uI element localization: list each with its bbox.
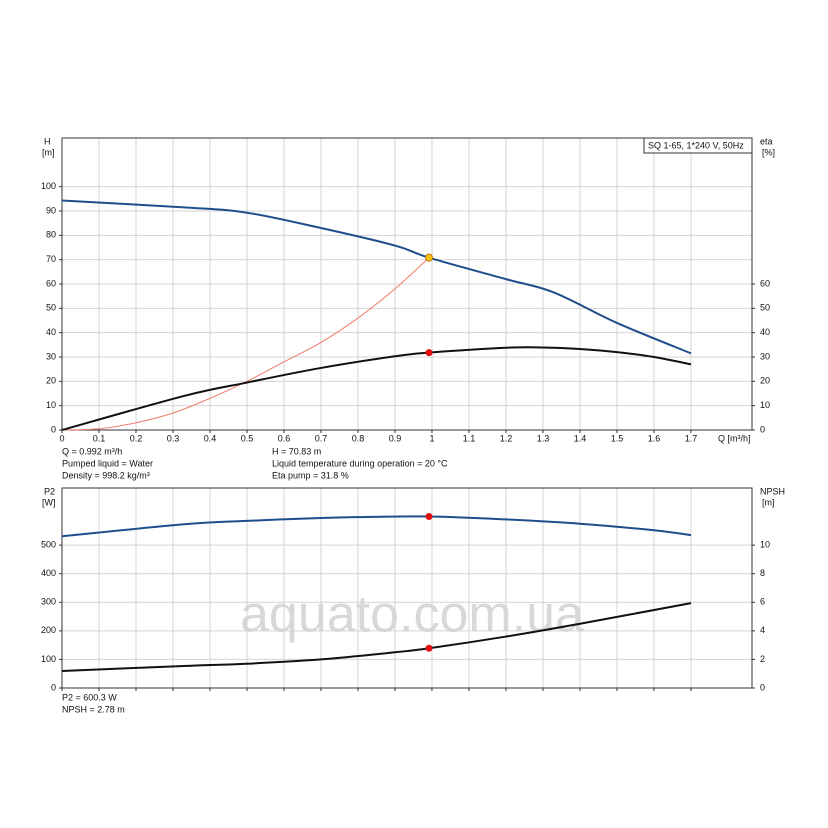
chart-title: SQ 1-65, 1*240 V, 50Hz bbox=[648, 140, 744, 150]
x-tick-label: 0.4 bbox=[204, 433, 217, 443]
y2-axis-unit: [%] bbox=[762, 147, 775, 157]
curve bbox=[61, 602, 692, 672]
annotation: Pumped liquid = Water bbox=[62, 458, 153, 468]
annotation: H = 70.83 m bbox=[272, 446, 321, 456]
x-tick-label: 1.5 bbox=[611, 433, 624, 443]
x-tick-label: 1 bbox=[429, 433, 434, 443]
y-tick-label: 70 bbox=[46, 254, 56, 264]
x-tick-label: 1.1 bbox=[463, 433, 476, 443]
x-tick-label: 0.3 bbox=[167, 433, 180, 443]
operating-point bbox=[425, 644, 433, 652]
operating-point bbox=[425, 253, 434, 262]
annotation: NPSH = 2.78 m bbox=[62, 704, 125, 714]
y-tick-label: 60 bbox=[46, 278, 56, 288]
curve bbox=[61, 254, 433, 431]
y2-axis-label: NPSH bbox=[760, 486, 785, 496]
y-axis-label: H bbox=[44, 136, 51, 146]
plot-frame bbox=[61, 487, 753, 689]
annotation: Eta pump = 31.8 % bbox=[272, 470, 349, 480]
y-tick-label: 80 bbox=[46, 230, 56, 240]
y-axis-unit: [W] bbox=[42, 497, 56, 507]
title-box bbox=[643, 137, 753, 154]
y-tick-label: 40 bbox=[46, 327, 56, 337]
y2-axis-label: eta bbox=[760, 136, 773, 146]
annotation: Q = 0.992 m³/h bbox=[62, 446, 122, 456]
curve bbox=[61, 515, 692, 538]
y2-tick-label: 10 bbox=[760, 540, 770, 550]
x-tick-label: 1.2 bbox=[500, 433, 513, 443]
annotation: P2 = 600.3 W bbox=[62, 692, 117, 702]
y2-tick-label: 40 bbox=[760, 327, 770, 337]
y-axis-unit: [m] bbox=[42, 147, 55, 157]
x-tick-label: 0.6 bbox=[278, 433, 291, 443]
x-tick-label: 1.6 bbox=[648, 433, 661, 443]
y-tick-label: 20 bbox=[46, 376, 56, 386]
x-tick-label: 0.5 bbox=[241, 433, 254, 443]
y-tick-label: 90 bbox=[46, 205, 56, 215]
x-tick-label: 1.7 bbox=[685, 433, 698, 443]
y2-tick-label: 0 bbox=[760, 682, 765, 692]
x-tick-label: 0.7 bbox=[315, 433, 328, 443]
operating-point bbox=[425, 512, 433, 520]
y2-tick-label: 0 bbox=[760, 424, 765, 434]
x-tick-label: 0.8 bbox=[352, 433, 365, 443]
x-tick-label: 0.2 bbox=[130, 433, 143, 443]
x-tick-label: 0.9 bbox=[389, 433, 402, 443]
y2-tick-label: 2 bbox=[760, 654, 765, 664]
x-axis-label: Q [m³/h] bbox=[718, 433, 751, 443]
x-tick-label: 0.1 bbox=[93, 433, 106, 443]
y-tick-label: 400 bbox=[41, 568, 56, 578]
annotation: Liquid temperature during operation = 20… bbox=[272, 458, 448, 468]
watermark: aquato.com.ua bbox=[240, 586, 584, 644]
x-tick-label: 1.4 bbox=[574, 433, 587, 443]
y-axis-label: P2 bbox=[44, 486, 55, 496]
y-tick-label: 300 bbox=[41, 597, 56, 607]
y2-tick-label: 50 bbox=[760, 303, 770, 313]
y2-tick-label: 20 bbox=[760, 376, 770, 386]
plot-frame bbox=[61, 137, 753, 431]
y-tick-label: 50 bbox=[46, 303, 56, 313]
y-tick-label: 0 bbox=[51, 424, 56, 434]
operating-point bbox=[425, 349, 433, 357]
y2-tick-label: 10 bbox=[760, 400, 770, 410]
x-tick-label: 0 bbox=[59, 433, 64, 443]
y2-tick-label: 30 bbox=[760, 351, 770, 361]
y-tick-label: 100 bbox=[41, 654, 56, 664]
y2-axis-unit: [m] bbox=[762, 497, 775, 507]
curve bbox=[61, 346, 692, 431]
y2-tick-label: 6 bbox=[760, 597, 765, 607]
y2-tick-label: 4 bbox=[760, 625, 765, 635]
y-tick-label: 30 bbox=[46, 351, 56, 361]
annotation: Density = 998.2 kg/m³ bbox=[62, 470, 150, 480]
y-tick-label: 200 bbox=[41, 625, 56, 635]
y-tick-label: 100 bbox=[41, 181, 56, 191]
x-tick-label: 1.3 bbox=[537, 433, 550, 443]
curve bbox=[61, 199, 692, 355]
y-tick-label: 500 bbox=[41, 540, 56, 550]
y2-tick-label: 60 bbox=[760, 278, 770, 288]
y-tick-label: 10 bbox=[46, 400, 56, 410]
y-tick-label: 0 bbox=[51, 682, 56, 692]
y2-tick-label: 8 bbox=[760, 568, 765, 578]
